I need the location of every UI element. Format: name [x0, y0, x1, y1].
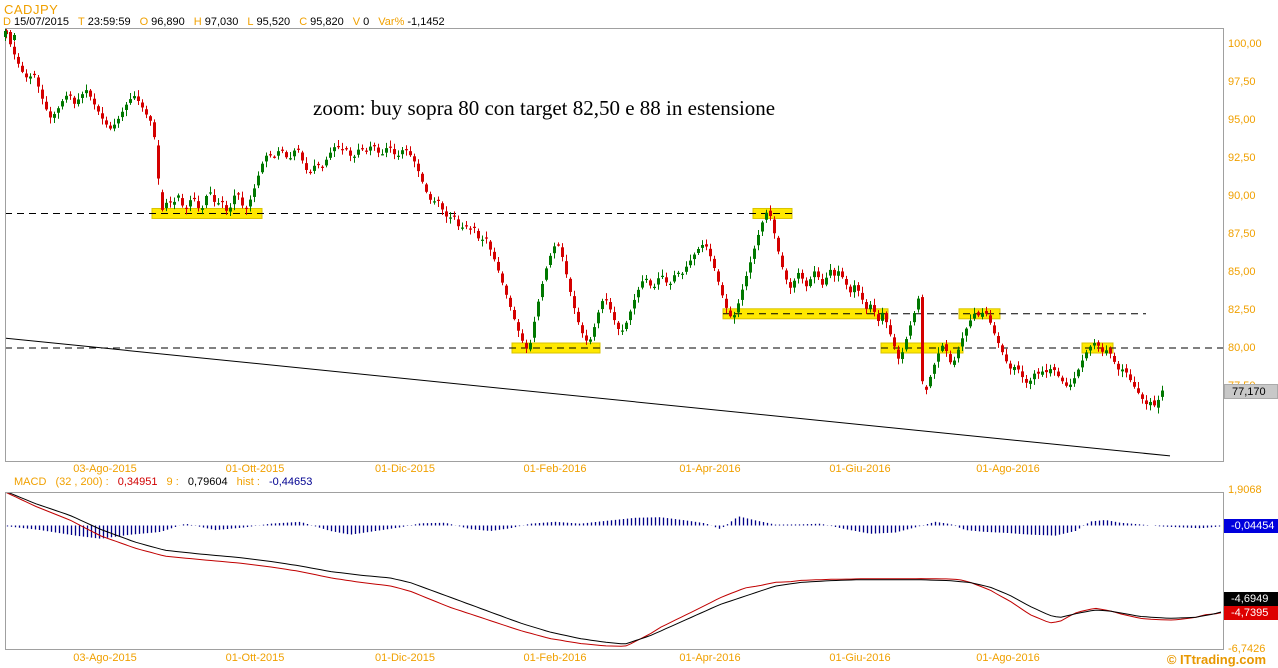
x-axis-label: 01-Dic-2015: [375, 652, 435, 664]
price-tick-label: 85,00: [1228, 266, 1256, 278]
macd-value-tag: -0,04454: [1224, 519, 1278, 533]
x-axis-label: 03-Ago-2015: [73, 463, 137, 475]
ohlc-row: D 15/07/2015 T 23:59:59 O 96,890 H 97,030 L 95,52…: [3, 16, 454, 28]
price-tick-label: 95,00: [1228, 114, 1256, 126]
macd-value-tag: -4,7395: [1224, 606, 1278, 620]
macd-signal-label: 9 :: [166, 476, 179, 488]
ohlc-field: Var% -1,1452: [378, 16, 444, 28]
descending-trendline: [6, 337, 1171, 457]
price-tick-label: 82,50: [1228, 304, 1256, 316]
support-resistance-zones: [151, 207, 1114, 354]
macd-signal-line: [6, 493, 1222, 647]
ohlc-field: L 95,520: [247, 16, 290, 28]
ohlc-field-value: 23:59:59: [87, 16, 131, 28]
ohlc-field: H 97,030: [194, 16, 239, 28]
x-axis-label: 01-Apr-2016: [679, 652, 741, 664]
ohlc-field-value: 0: [363, 16, 370, 28]
x-axis-label: 01-Ago-2016: [976, 463, 1040, 475]
watermark-credit: © ITtrading.com: [1166, 652, 1266, 667]
ohlc-field-label: D: [3, 16, 11, 28]
mini-candles-icon: [4, 29, 16, 42]
last-price-tag: 77,170: [1224, 384, 1278, 399]
x-axis-label: 01-Apr-2016: [679, 463, 741, 475]
ohlc-field-value: 95,820: [310, 16, 344, 28]
macd-signal-value: 0,79604: [187, 476, 228, 488]
ohlc-field-value: 97,030: [204, 16, 239, 28]
ohlc-field: O 96,890: [140, 16, 185, 28]
x-axis-label: 01-Ott-2015: [225, 463, 285, 475]
ohlc-field-label: T: [78, 16, 85, 28]
ohlc-field-label: O: [139, 16, 149, 28]
x-axis-label: 03-Ago-2015: [73, 652, 137, 664]
x-axis-label: 01-Ago-2016: [976, 652, 1040, 664]
chart-annotation: zoom: buy sopra 80 con target 82,50 e 88…: [313, 96, 776, 120]
ohlc-field-label: C: [299, 16, 308, 28]
macd-hist-value: -0,44653: [268, 476, 313, 488]
macd-params: (32 , 200) :: [55, 476, 109, 488]
ohlc-field-value: 15/07/2015: [13, 16, 70, 28]
macd-layer: [6, 493, 1222, 647]
x-axis-label: 01-Feb-2016: [523, 652, 587, 664]
macd-title: MACD: [14, 476, 47, 488]
symbol-title: CADJPY: [4, 2, 59, 17]
ohlc-field-label: V: [352, 16, 361, 28]
ohlc-field: D 15/07/2015: [3, 16, 69, 28]
macd-main-line: [8, 493, 1222, 645]
macd-bottom-tick: -6,7426: [1228, 643, 1266, 656]
ohlc-field-value: -1,1452: [407, 16, 445, 28]
ohlc-field-label: Var%: [378, 16, 405, 28]
x-axis-label: 01-Giu-2016: [829, 463, 891, 475]
price-tick-label: 80,00: [1228, 342, 1256, 354]
x-axis-label: 01-Ott-2015: [225, 652, 285, 664]
macd-header: MACD (32 , 200) : 0,34951 9 : 0,79604 hi…: [14, 476, 318, 488]
ohlc-field-label: H: [193, 16, 202, 28]
x-axis-label: 01-Feb-2016: [523, 463, 587, 475]
ohlc-field: T 23:59:59: [78, 16, 131, 28]
price-tick-label: 87,50: [1228, 228, 1256, 240]
ohlc-field-label: L: [247, 16, 254, 28]
macd-value: 0,34951: [117, 476, 158, 488]
macd-top-tick: 1,9068: [1228, 484, 1262, 497]
ohlc-field: C 95,820: [299, 16, 344, 28]
candlestick-series: [6, 29, 1164, 414]
price-tick-label: 100,00: [1228, 38, 1262, 50]
ohlc-field-value: 96,890: [151, 16, 185, 28]
macd-hist-label: hist :: [236, 476, 260, 488]
ohlc-field-value: 95,520: [256, 16, 291, 28]
price-tick-label: 90,00: [1228, 190, 1256, 202]
x-axis-label: 01-Dic-2015: [375, 463, 435, 475]
price-tick-label: 97,50: [1228, 76, 1256, 88]
main-chart-layer: [6, 29, 1223, 457]
macd-value-tag: -4,6949: [1224, 592, 1278, 606]
x-axis-label: 01-Giu-2016: [829, 652, 891, 664]
price-tick-label: 92,50: [1228, 152, 1256, 164]
macd-histogram: [6, 516, 1221, 539]
